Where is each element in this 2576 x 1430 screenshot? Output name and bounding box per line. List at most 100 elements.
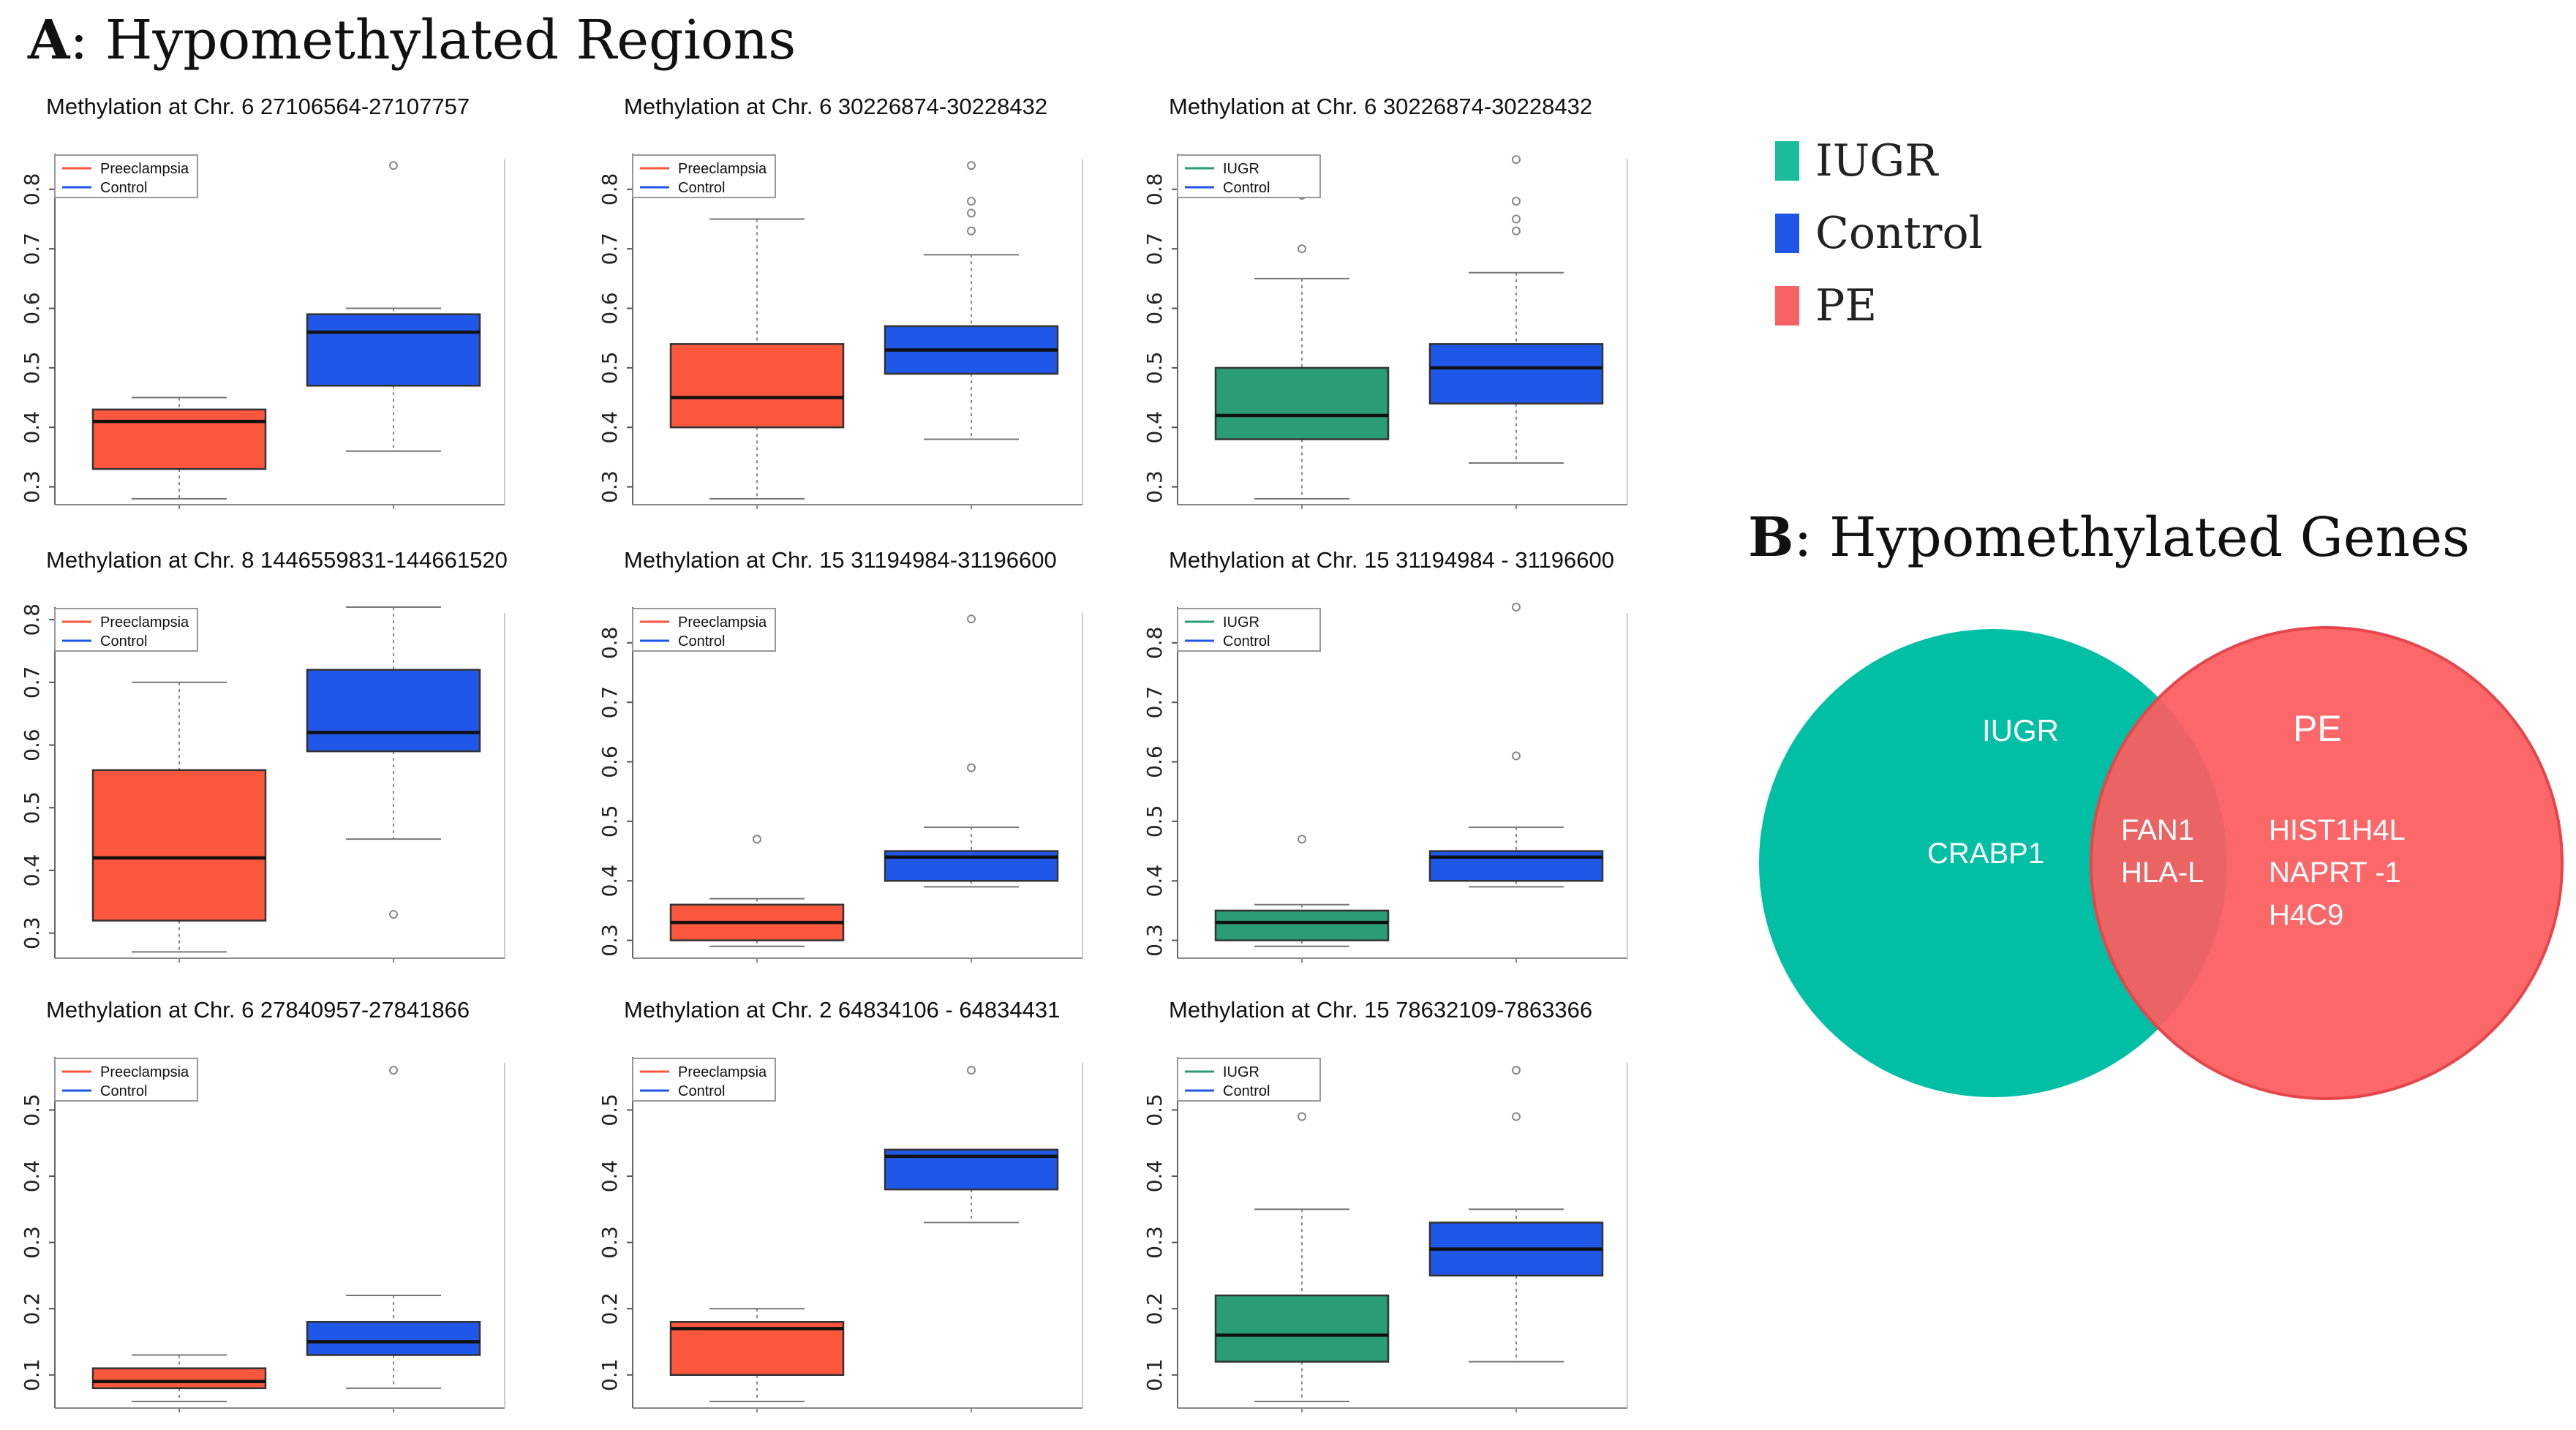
venn-gene-hla-l: HLA-L — [2121, 857, 2204, 889]
inset-legend-box — [54, 608, 198, 652]
y-tick-label: 0.3 — [20, 470, 44, 503]
y-tick-label: 0.4 — [20, 854, 44, 887]
venn-gene-crabp1: CRABP1 — [1927, 838, 2044, 870]
inset-legend-label-control: Control — [678, 1083, 725, 1099]
outlier-point-control — [967, 161, 976, 170]
boxplot-title-5: Methylation at Chr. 15 31194984-31196600 — [624, 547, 1057, 573]
panel-a-letter: A — [28, 9, 70, 72]
inset-legend-label-preeclampsia: Preeclampsia — [678, 161, 767, 177]
y-tick-label: 0.3 — [20, 1226, 44, 1259]
outlier-point-control — [1512, 155, 1521, 165]
venn-circle-pe — [2090, 626, 2564, 1100]
inset-legend-box — [54, 1058, 198, 1102]
boxplot-title-6: Methylation at Chr. 15 31194984 - 311966… — [1169, 547, 1614, 573]
outlier-point-control — [389, 910, 398, 919]
outlier-point-control — [1512, 1066, 1521, 1075]
box-control — [306, 313, 481, 387]
outlier-point-iugr — [1298, 835, 1306, 844]
venn-label-iugr: IUGR — [1982, 713, 2059, 748]
boxplot-title-9: Methylation at Chr. 15 78632109-7863366 — [1169, 997, 1593, 1023]
y-tick-label: 0.3 — [1142, 470, 1167, 503]
y-tick-label: 0.2 — [1142, 1292, 1167, 1325]
y-tick-label: 0.8 — [598, 173, 622, 206]
y-tick-label: 0.5 — [1142, 352, 1167, 385]
outlier-point-control — [1512, 214, 1521, 224]
y-tick-label: 0.1 — [1142, 1358, 1167, 1391]
y-tick-label: 0.3 — [1142, 924, 1167, 957]
inset-legend-box — [1177, 1058, 1321, 1102]
inset-legend-label-control: Control — [1223, 1083, 1270, 1099]
inset-legend-label-control: Control — [100, 180, 147, 196]
y-tick-label: 0.2 — [598, 1292, 622, 1325]
outlier-point-control — [389, 1066, 398, 1075]
boxplot-1: 0.3 0.4 0.5 0.6 0.7 0.8 Preeclampsia Control — [20, 154, 505, 509]
outlier-point-control — [967, 226, 976, 236]
panel-a-title: : Hypomethylated Regions — [69, 9, 796, 72]
inset-legend-label-iugr: IUGR — [1223, 1064, 1259, 1080]
y-tick-label: 0.7 — [598, 686, 622, 719]
inset-legend-label-preeclampsia: Preeclampsia — [678, 1064, 767, 1080]
y-tick-label: 0.5 — [20, 791, 44, 824]
y-tick-label: 0.5 — [1142, 1094, 1167, 1126]
venn-gene-fan1: FAN1 — [2121, 814, 2194, 846]
boxplot-7: 0.1 0.2 0.3 0.4 0.5 Preeclampsia Control — [20, 1057, 505, 1412]
y-tick-label: 0.4 — [1142, 411, 1167, 444]
main-legend: IUGR Control PE — [1775, 124, 1983, 342]
inset-legend-label-control: Control — [1223, 180, 1270, 196]
legend-label-control: Control — [1815, 207, 1983, 259]
y-tick-label: 0.7 — [1142, 233, 1167, 266]
inset-legend-label-control: Control — [678, 633, 725, 650]
legend-label-iugr: IUGR — [1815, 135, 1938, 187]
y-tick-label: 0.5 — [20, 1094, 44, 1126]
boxplot-2: 0.3 0.4 0.5 0.6 0.7 0.8 Preeclampsia Control — [598, 154, 1083, 509]
inset-legend-box — [1177, 154, 1321, 198]
y-tick-label: 0.6 — [598, 745, 622, 778]
venn-gene-hist1h4l: HIST1H4L — [2269, 814, 2406, 846]
outlier-point-control — [967, 208, 976, 218]
y-tick-label: 0.7 — [20, 666, 44, 699]
box-preeclampsia — [669, 343, 845, 429]
y-tick-label: 0.5 — [598, 805, 622, 838]
legend-swatch-control — [1775, 213, 1799, 253]
legend-swatch-iugr — [1775, 140, 1799, 181]
y-tick-label: 0.4 — [598, 865, 622, 897]
inset-legend-label-iugr: IUGR — [1223, 161, 1259, 177]
outlier-point-control — [967, 763, 976, 772]
y-tick-label: 0.1 — [598, 1358, 622, 1391]
box-iugr — [1214, 366, 1390, 440]
y-tick-label: 0.6 — [20, 729, 44, 761]
box-preeclampsia — [91, 769, 267, 922]
panel-a-heading: A: Hypomethylated Regions — [28, 9, 796, 72]
y-tick-label: 0.7 — [1142, 686, 1167, 719]
box-control — [306, 1321, 481, 1356]
inset-legend-label-control: Control — [100, 633, 147, 650]
outlier-point-control — [967, 614, 976, 624]
y-tick-label: 0.2 — [20, 1292, 44, 1325]
y-tick-label: 0.6 — [598, 292, 622, 325]
box-iugr — [1214, 909, 1390, 941]
y-tick-label: 0.3 — [598, 924, 622, 957]
outlier-point-control — [1512, 1112, 1521, 1121]
y-tick-label: 0.7 — [20, 233, 44, 266]
inset-legend-label-control: Control — [100, 1083, 147, 1099]
outlier-point-control — [1512, 603, 1521, 611]
legend-swatch-pe — [1775, 285, 1799, 325]
inset-legend-box — [632, 608, 776, 652]
legend-item-pe: PE — [1775, 269, 1983, 342]
inset-legend-label-iugr: IUGR — [1223, 614, 1259, 631]
y-tick-label: 0.8 — [20, 603, 44, 636]
box-preeclampsia — [91, 408, 267, 470]
inset-legend-label-preeclampsia: Preeclampsia — [100, 161, 189, 177]
venn-gene-naprt-1: NAPRT -1 — [2269, 857, 2401, 889]
box-iugr — [1214, 1294, 1390, 1363]
outlier-point-iugr — [1298, 1112, 1306, 1121]
y-tick-label: 0.5 — [20, 352, 44, 385]
y-tick-label: 0.8 — [598, 627, 622, 660]
y-tick-label: 0.3 — [598, 1226, 622, 1259]
boxplot-title-4: Methylation at Chr. 8 1446559831-1446615… — [46, 547, 508, 573]
inset-legend-box — [632, 1058, 776, 1102]
y-tick-label: 0.4 — [598, 1160, 622, 1193]
outlier-point-control — [967, 1066, 976, 1075]
panel-b-title: : Hypomethylated Genes — [1793, 506, 2470, 569]
venn-gene-h4c9: H4C9 — [2269, 899, 2343, 931]
